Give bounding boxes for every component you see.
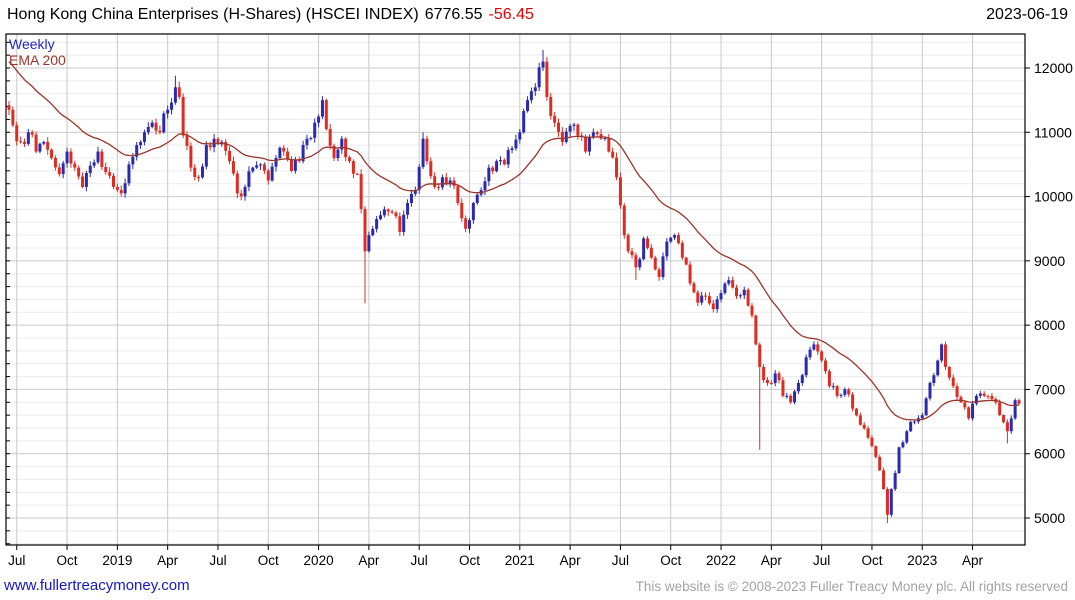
price-change: -56.45 xyxy=(488,6,534,23)
chart-header: Hong Kong China Enterprises (H-Shares) (… xyxy=(7,6,1068,28)
svg-text:Jul: Jul xyxy=(209,553,226,568)
svg-text:Oct: Oct xyxy=(861,553,882,568)
site-link[interactable]: www.fullertreacymoney.com xyxy=(4,577,190,594)
svg-text:8000: 8000 xyxy=(1034,317,1065,333)
svg-text:Oct: Oct xyxy=(660,553,681,568)
last-price: 6776.55 xyxy=(424,6,483,23)
svg-text:11000: 11000 xyxy=(1034,124,1072,140)
title-group: Hong Kong China Enterprises (H-Shares) (… xyxy=(7,6,540,24)
svg-text:Apr: Apr xyxy=(560,553,582,568)
svg-text:2022: 2022 xyxy=(706,553,736,568)
svg-text:7000: 7000 xyxy=(1034,381,1065,397)
svg-text:Apr: Apr xyxy=(358,553,380,568)
price-chart-canvas: Jul Oct 2019 Apr Jul Oct 2020 Apr Jul Oct 2021 Apr J… xyxy=(5,33,1073,568)
svg-text:Oct: Oct xyxy=(57,553,78,568)
svg-text:2020: 2020 xyxy=(304,553,334,568)
svg-text:9000: 9000 xyxy=(1034,253,1065,269)
svg-text:Jul: Jul xyxy=(8,553,25,568)
svg-text:Oct: Oct xyxy=(258,553,279,568)
svg-text:Apr: Apr xyxy=(962,553,984,568)
svg-text:2019: 2019 xyxy=(102,553,132,568)
svg-text:Apr: Apr xyxy=(761,553,783,568)
svg-text:12000: 12000 xyxy=(1034,60,1073,76)
svg-text:Jul: Jul xyxy=(411,553,428,568)
svg-text:2023: 2023 xyxy=(907,553,937,568)
page-title: Hong Kong China Enterprises (H-Shares) (… xyxy=(7,6,419,23)
svg-text:2021: 2021 xyxy=(505,553,535,568)
svg-text:5000: 5000 xyxy=(1034,510,1065,526)
copyright-text: This website is © 2008-2023 Fuller Treac… xyxy=(635,579,1068,594)
svg-text:10000: 10000 xyxy=(1034,189,1073,205)
ema-label: EMA 200 xyxy=(9,52,66,68)
svg-text:Apr: Apr xyxy=(157,553,179,568)
svg-text:6000: 6000 xyxy=(1034,446,1065,462)
svg-text:Oct: Oct xyxy=(459,553,480,568)
svg-text:Jul: Jul xyxy=(612,553,629,568)
svg-text:Jul: Jul xyxy=(813,553,830,568)
chart-date: 2023-06-19 xyxy=(986,6,1068,23)
timeframe-label: Weekly xyxy=(9,36,55,52)
